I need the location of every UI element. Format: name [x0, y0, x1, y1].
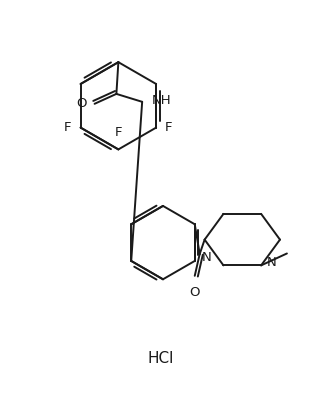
Text: F: F [165, 121, 173, 134]
Text: O: O [190, 286, 200, 299]
Text: O: O [76, 97, 87, 110]
Text: NH: NH [152, 94, 172, 107]
Text: N: N [267, 256, 277, 269]
Text: F: F [115, 125, 122, 138]
Text: F: F [64, 121, 72, 134]
Text: HCl: HCl [148, 351, 174, 366]
Text: N: N [202, 252, 212, 264]
